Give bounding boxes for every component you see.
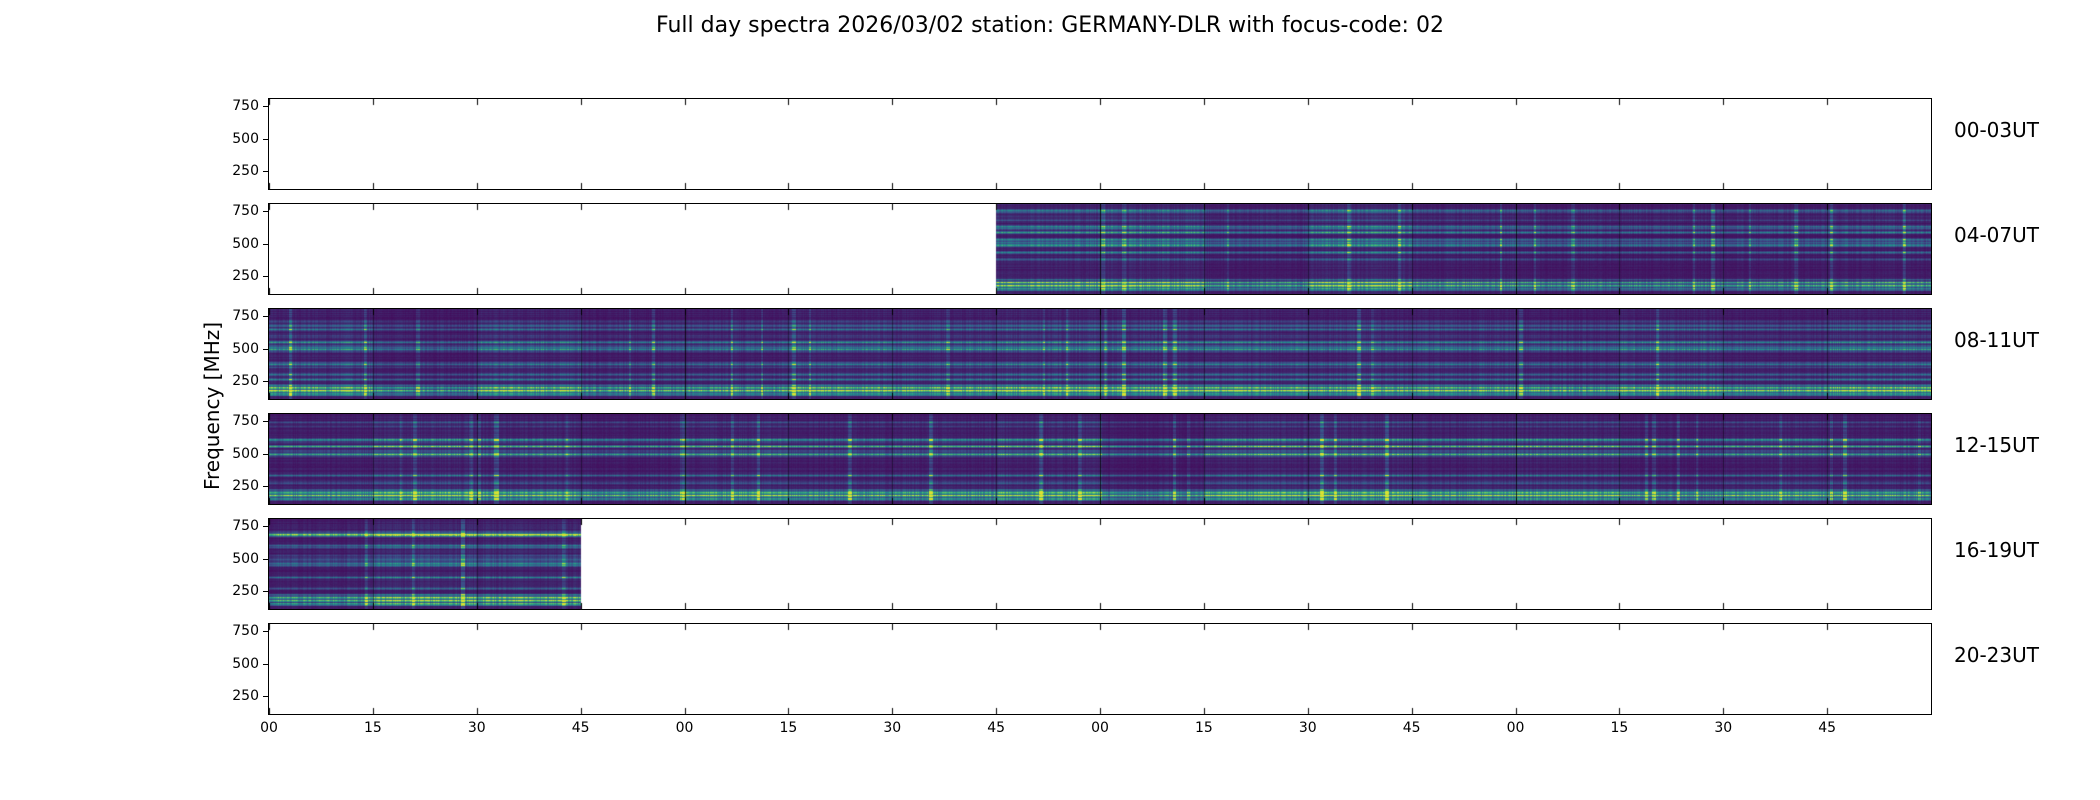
y-tick-mark [263,171,268,172]
x-tick-label: 45 [1402,720,1421,736]
spectrogram-panel-frame: 750 500 250 [232,623,1932,715]
spectrogram-row-5: 750 500 250 20-23UT [232,623,2039,715]
spectrogram-canvas [269,204,1931,294]
y-tick-mark [263,664,268,665]
y-tick-mark [263,244,268,245]
figure-title: Full day spectra 2026/03/02 station: GER… [656,13,1444,38]
x-tick-label: 30 [467,720,486,736]
spectrogram-row-2: 750 500 250 08-11UT [232,308,2039,400]
x-tick-label: 00 [675,720,694,736]
x-tick-label: 00 [1506,720,1525,736]
y-tick-label: 250 [232,268,259,284]
spectrogram-panel-frame: 750 500 250 [232,203,1932,295]
y-tick-label: 250 [232,583,259,599]
spectrogram-row-1: 750 500 250 04-07UT [232,203,2039,295]
x-tick-label: 15 [363,720,382,736]
y-tick-label: 250 [232,373,259,389]
y-tick-label: 750 [232,98,259,114]
y-tick-label: 750 [232,413,259,429]
y-tick-label: 250 [232,163,259,179]
row-time-label: 08-11UT [1954,328,2039,352]
x-tick-label: 00 [1091,720,1109,736]
spectrogram-panel-frame: 750 500 250 [232,98,1932,190]
y-tick-mark [263,106,268,107]
x-axis-tick-labels: 00 15 30 45 00 15 30 45 00 15 30 45 00 15 30 45 [260,720,1932,739]
y-tick-mark [263,381,268,382]
y-tick-mark [263,526,268,527]
row-time-label: 04-07UT [1954,223,2039,247]
x-tick-label: 00 [260,720,278,736]
y-tick-label: 500 [232,236,259,252]
y-tick-label: 500 [232,341,259,357]
y-tick-mark [263,421,268,422]
y-tick-mark [263,631,268,632]
x-tick-label: 15 [1194,720,1213,736]
spectrogram-canvas [269,519,1931,609]
y-tick-mark [263,349,268,350]
y-tick-label: 750 [232,203,259,219]
y-tick-mark [263,211,268,212]
y-tick-mark [263,696,268,697]
y-tick-label: 750 [232,308,259,324]
y-tick-mark [263,139,268,140]
spectrogram-row-0: 750 500 250 00-03UT [232,98,2039,190]
y-tick-mark [263,591,268,592]
spectrogram-panel-frame: 750 500 250 [232,413,1932,505]
row-time-label: 12-15UT [1954,433,2039,457]
x-tick-label: 30 [1714,720,1733,736]
x-tick-label: 30 [1298,720,1317,736]
spectrogram-row-4: 750 500 250 16-19UT [232,518,2039,610]
x-tick-label: 45 [571,720,590,736]
y-tick-label: 750 [232,518,259,534]
row-time-label: 00-03UT [1954,118,2039,142]
y-tick-mark [263,486,268,487]
spectrogram-canvas [269,624,1931,714]
x-tick-label: 45 [987,720,1006,736]
y-tick-mark [263,316,268,317]
y-axis-label: Frequency [MHz] [200,321,224,491]
spectrogram-row-3: 750 500 250 12-15UT [232,413,2039,505]
y-tick-mark [263,559,268,560]
spectrogram-canvas [269,309,1931,399]
x-tick-label: 45 [1818,720,1837,736]
row-time-label: 16-19UT [1954,538,2039,562]
y-tick-label: 500 [232,131,259,147]
y-tick-mark [263,276,268,277]
y-tick-label: 500 [232,446,259,462]
row-time-label: 20-23UT [1954,643,2039,667]
x-tick-label: 30 [883,720,902,736]
spectrogram-panel-frame: 750 500 250 [232,518,1932,610]
y-tick-mark [263,454,268,455]
y-tick-label: 750 [232,623,259,639]
y-tick-label: 500 [232,656,259,672]
y-tick-label: 250 [232,688,259,704]
spectrogram-canvas [269,99,1931,189]
spectrogram-panel-frame: 750 500 250 [232,308,1932,400]
plot-area: 750 500 250 00-03UT 750 500 250 04-07UT 750 500 25… [232,98,2039,715]
x-tick-label: 15 [779,720,798,736]
y-tick-label: 250 [232,478,259,494]
y-tick-label: 500 [232,551,259,567]
x-tick-label: 15 [1610,720,1629,736]
spectrogram-canvas [269,414,1931,504]
